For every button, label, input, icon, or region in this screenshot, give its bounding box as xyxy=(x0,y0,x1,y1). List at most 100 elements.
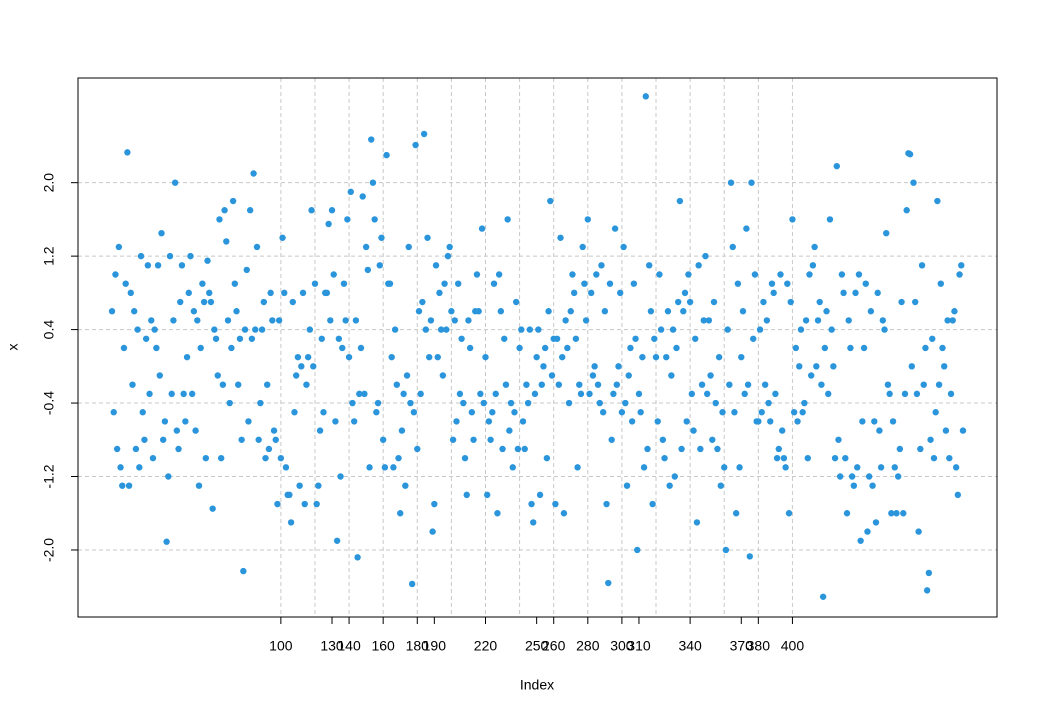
point xyxy=(485,418,493,425)
point xyxy=(816,298,823,306)
point xyxy=(777,271,784,278)
point xyxy=(780,454,788,462)
point xyxy=(789,216,796,223)
point xyxy=(231,280,239,287)
point xyxy=(159,436,167,443)
point xyxy=(514,445,522,453)
point xyxy=(304,353,312,361)
point xyxy=(301,500,308,508)
point xyxy=(944,317,951,324)
point xyxy=(915,528,922,535)
point xyxy=(432,262,440,269)
point xyxy=(884,381,892,388)
point xyxy=(582,317,590,324)
point xyxy=(339,344,346,352)
point xyxy=(932,409,939,416)
point xyxy=(603,500,610,508)
point xyxy=(666,482,673,489)
point xyxy=(386,280,394,287)
point xyxy=(864,528,871,535)
point xyxy=(369,179,377,186)
point xyxy=(209,505,216,512)
point xyxy=(729,243,736,251)
point xyxy=(141,436,148,443)
point xyxy=(743,225,750,232)
point xyxy=(258,326,266,333)
point xyxy=(378,234,385,241)
point xyxy=(311,280,319,287)
point xyxy=(204,257,211,264)
y-tick-label: -2.0 xyxy=(41,538,57,562)
point xyxy=(883,229,890,237)
point xyxy=(344,216,351,223)
point xyxy=(703,390,711,398)
y-tick-label: -1.2 xyxy=(41,464,57,488)
point xyxy=(340,280,348,287)
point xyxy=(448,308,455,315)
point xyxy=(318,335,325,342)
point xyxy=(132,445,140,453)
point xyxy=(632,335,639,342)
y-tick-label: -0.4 xyxy=(41,391,57,415)
point xyxy=(265,445,273,453)
point xyxy=(922,344,929,352)
point xyxy=(635,390,643,398)
point xyxy=(615,363,622,370)
point xyxy=(119,482,126,489)
point xyxy=(419,298,426,306)
point xyxy=(521,445,528,453)
point xyxy=(630,280,638,287)
x-tick-label: 380 xyxy=(747,638,771,654)
point xyxy=(763,317,771,324)
point xyxy=(935,381,943,388)
point xyxy=(577,390,585,398)
point xyxy=(871,418,878,425)
point xyxy=(731,409,738,416)
point xyxy=(819,593,827,600)
point xyxy=(296,482,303,489)
point xyxy=(538,381,545,388)
point xyxy=(178,262,186,269)
point xyxy=(736,464,743,471)
point xyxy=(229,197,237,205)
point xyxy=(947,390,955,398)
point xyxy=(364,266,372,274)
point xyxy=(726,381,733,388)
point xyxy=(843,510,851,517)
point xyxy=(415,308,423,315)
point xyxy=(715,353,723,361)
point xyxy=(625,372,632,379)
point xyxy=(260,298,268,306)
point xyxy=(494,510,501,517)
point xyxy=(560,510,568,517)
point xyxy=(627,344,634,352)
point xyxy=(187,252,194,260)
point xyxy=(197,344,204,352)
point xyxy=(456,390,464,398)
point xyxy=(233,308,240,315)
point xyxy=(857,537,864,544)
point xyxy=(872,519,880,526)
point xyxy=(879,317,887,324)
point xyxy=(540,363,547,370)
point xyxy=(502,381,510,388)
point xyxy=(913,390,921,398)
point xyxy=(383,151,390,159)
point xyxy=(293,372,300,379)
point xyxy=(722,546,730,554)
point xyxy=(818,381,825,388)
point xyxy=(381,464,389,471)
point xyxy=(144,262,152,269)
point xyxy=(335,335,343,342)
point xyxy=(180,390,187,398)
point xyxy=(657,326,665,333)
point xyxy=(755,418,762,425)
point xyxy=(345,353,353,361)
point xyxy=(761,381,769,388)
point xyxy=(845,317,852,324)
point xyxy=(357,344,365,352)
point xyxy=(937,280,944,287)
point xyxy=(165,473,172,480)
point xyxy=(949,317,956,324)
point xyxy=(487,436,494,443)
